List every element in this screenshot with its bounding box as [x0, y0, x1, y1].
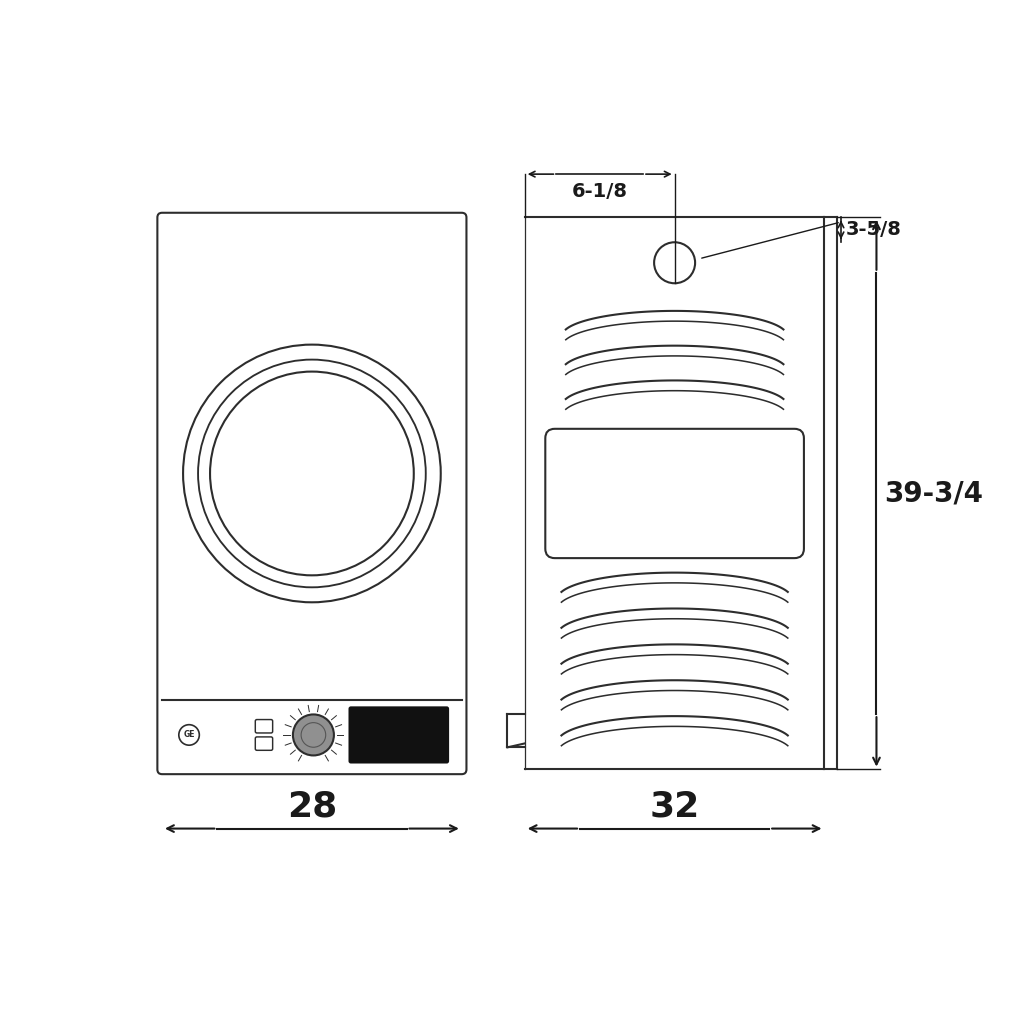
FancyBboxPatch shape	[255, 737, 272, 751]
FancyBboxPatch shape	[255, 720, 272, 733]
Text: 3-5/8: 3-5/8	[846, 220, 901, 240]
FancyBboxPatch shape	[348, 707, 450, 764]
Text: 6-1/8: 6-1/8	[571, 182, 628, 201]
Circle shape	[293, 715, 334, 756]
Text: GE: GE	[183, 730, 195, 739]
Text: 39-3/4: 39-3/4	[885, 479, 983, 508]
FancyBboxPatch shape	[158, 213, 467, 774]
Text: 32: 32	[649, 790, 699, 823]
FancyBboxPatch shape	[546, 429, 804, 558]
Text: 28: 28	[287, 790, 337, 823]
